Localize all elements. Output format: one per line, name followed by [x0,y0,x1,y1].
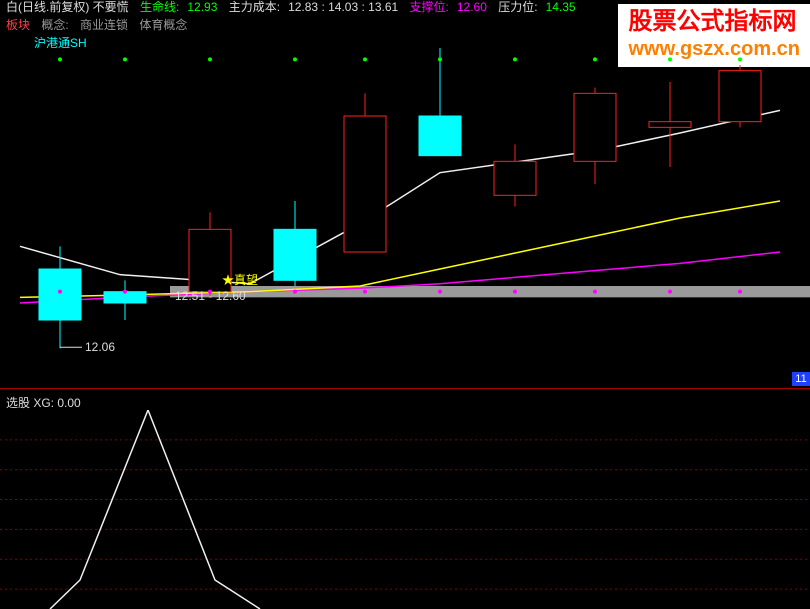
svg-text:12.06: 12.06 [85,340,115,354]
candlestick-chart[interactable]: 12.51 - 12.60 ★真望 12.06 [0,48,810,388]
panel-separator [0,388,810,389]
indicator-chart[interactable] [0,410,810,609]
pressure-value: 14.35 [542,0,580,14]
title-prefix: 白(日线.前复权) 不要慌 [2,0,133,14]
svg-text:★真望: ★真望 [222,273,258,287]
y-axis-badge: 11 [792,372,810,386]
sector-row: 板块 概念: 商业连锁 体育概念 [2,18,191,32]
sector-item: 商业连锁 [76,18,132,32]
support-value: 12.60 [453,0,491,14]
support-label: 支撑位: [406,0,453,14]
watermark-title: 股票公式指标网 [628,8,800,37]
main-cost-label: 主力成本: [225,0,284,14]
svg-text:12.51 - 12.60: 12.51 - 12.60 [175,289,246,303]
life-line-value: 12.93 [183,0,221,14]
pressure-label: 压力位: [494,0,541,14]
sector-item: 概念: [37,18,72,32]
sector-item: 体育概念 [135,18,191,32]
sector-item: 板块 [2,18,34,32]
indicator-label: 选股 XG: 0.00 [6,394,81,411]
main-cost-value: 12.83 : 14.03 : 13.61 [284,0,402,14]
life-line-label: 生命线: [136,0,183,14]
